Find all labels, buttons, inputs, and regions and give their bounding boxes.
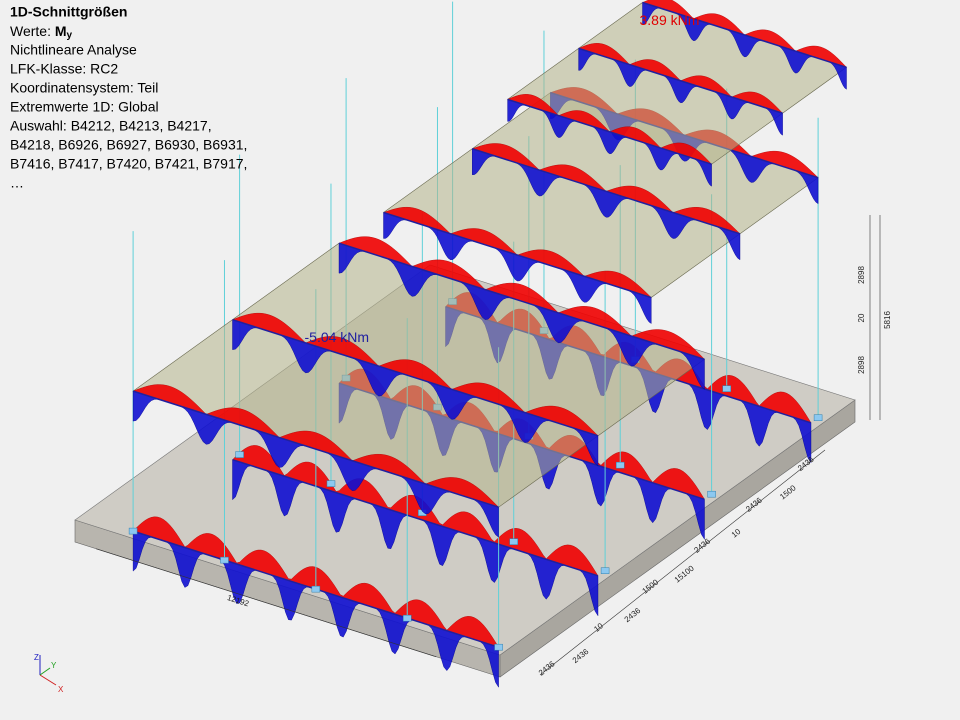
node	[509, 538, 518, 545]
node	[722, 385, 731, 392]
beam	[338, 242, 705, 361]
node	[707, 490, 716, 498]
beam	[578, 47, 783, 114]
beam	[232, 318, 599, 437]
info-line: LFK-Klasse: RC2	[10, 61, 118, 77]
dimension-line	[96, 548, 437, 658]
beam	[232, 458, 599, 577]
info-line: B4218, B6926, B6927, B6930, B6931,	[10, 137, 247, 153]
node	[494, 643, 503, 651]
info-line: B7416, B7417, B7420, B7421, B7917,	[10, 156, 247, 172]
dimension-label: 2898	[857, 356, 866, 374]
dimension-label: 20	[857, 313, 866, 322]
values-symbol: M	[55, 23, 67, 39]
node	[600, 567, 610, 574]
info-line: Auswahl: B4212, B4213, B4217,	[10, 118, 212, 134]
node	[311, 585, 321, 593]
beam	[472, 148, 741, 235]
min-label: -5.04 kNm	[305, 329, 370, 345]
moment-positive	[132, 384, 499, 508]
info-line: Extremwerte 1D: Global	[10, 99, 159, 115]
dimension-label: 5816	[883, 311, 892, 329]
beam	[642, 1, 847, 69]
panel-title: 1D-Schnittgrößen	[10, 4, 127, 20]
values-subscript: y	[67, 30, 73, 41]
moment-positive	[338, 236, 705, 360]
moment-positive	[231, 312, 599, 436]
axis-label: Y	[51, 661, 57, 670]
node	[326, 480, 336, 487]
node	[813, 414, 823, 421]
node	[235, 451, 244, 458]
axis-x	[39, 674, 57, 686]
max-label: 3.89 kNm	[640, 12, 700, 28]
axis-label: Z	[34, 653, 39, 662]
dimension-label: 2898	[857, 266, 866, 284]
info-panel: 1D-Schnittgrößen Werte: My Nichtlineare …	[10, 4, 247, 191]
info-line: Koordinatensystem: Teil	[10, 80, 158, 96]
model: 3.89 kNm-5.04 kNm28982028985816243615002…	[74, 0, 892, 688]
axis-y	[39, 667, 51, 676]
beam	[383, 211, 652, 299]
values-label: Werte: My	[10, 23, 73, 41]
info-line: …	[10, 175, 24, 191]
info-line: Nichtlineare Analyse	[10, 42, 137, 58]
axis-label: X	[58, 685, 64, 694]
values-label-text: Werte:	[10, 23, 51, 39]
beam	[132, 390, 499, 508]
node	[128, 527, 138, 535]
node	[402, 614, 412, 622]
node	[615, 461, 625, 469]
node	[220, 556, 229, 564]
dimension-line	[539, 449, 826, 676]
beam	[507, 98, 712, 165]
